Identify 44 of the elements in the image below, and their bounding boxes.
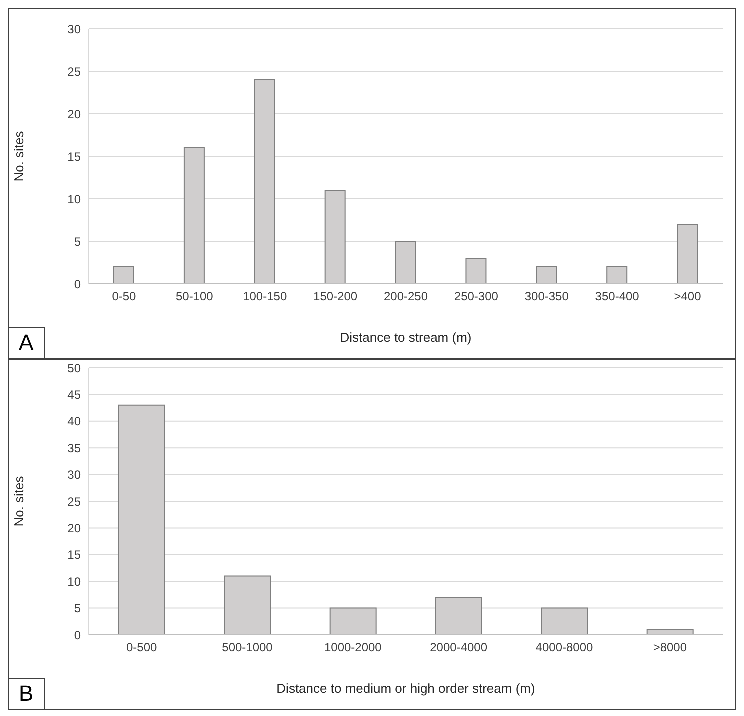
x-axis-title: Distance to medium or high order stream (m) bbox=[276, 681, 536, 696]
y-tick-label: 30 bbox=[68, 22, 82, 36]
x-tick-label: 100-150 bbox=[243, 290, 288, 304]
y-tick-label: 25 bbox=[68, 494, 82, 509]
y-tick-label: 50 bbox=[68, 361, 82, 376]
x-tick-label: 0-500 bbox=[126, 640, 158, 655]
bar bbox=[606, 266, 628, 284]
text: B bbox=[8, 678, 45, 710]
x-tick-label: 4000-8000 bbox=[536, 640, 594, 655]
bar bbox=[466, 258, 487, 284]
bar bbox=[114, 266, 134, 284]
y-tick-label: 0 bbox=[74, 628, 82, 642]
y-tick-label: 10 bbox=[68, 192, 82, 206]
x-tick-label: 2000-4000 bbox=[430, 640, 488, 655]
y-tick-label: 10 bbox=[68, 574, 82, 589]
y-tick-label: 5 bbox=[74, 234, 82, 249]
y-tick-label: 20 bbox=[68, 521, 82, 536]
x-tick-label: 250-300 bbox=[454, 290, 499, 304]
y-tick-label: 40 bbox=[68, 414, 82, 429]
bar bbox=[646, 629, 694, 635]
y-tick-label: 35 bbox=[68, 441, 82, 456]
y-axis-title: No. sites bbox=[12, 476, 27, 527]
y-tick-label: 15 bbox=[68, 548, 82, 562]
x-tick-label: >8000 bbox=[653, 640, 688, 655]
y-tick-label: 45 bbox=[68, 388, 82, 402]
x-tick-label: 50-100 bbox=[176, 290, 214, 304]
x-tick-label: 300-350 bbox=[524, 290, 570, 304]
y-axis-title: No. sites bbox=[12, 130, 27, 182]
x-tick-label: 0-50 bbox=[112, 290, 137, 304]
y-tick-label: 30 bbox=[68, 468, 82, 482]
y-tick-label: 0 bbox=[74, 277, 82, 292]
x-axis-title: Distance to stream (m) bbox=[340, 330, 472, 345]
y-tick-label: 20 bbox=[68, 107, 82, 122]
x-tick-label: 200-250 bbox=[384, 290, 428, 304]
x-tick-label: 150-200 bbox=[314, 290, 358, 304]
x-tick-label: 500-1000 bbox=[222, 640, 274, 655]
x-tick-label: 1000-2000 bbox=[324, 640, 382, 655]
bar bbox=[536, 266, 558, 284]
y-tick-label: 5 bbox=[74, 602, 82, 616]
y-tick-label: 15 bbox=[68, 150, 82, 164]
x-tick-label: 350-400 bbox=[595, 290, 640, 304]
y-tick-label: 25 bbox=[68, 64, 82, 79]
x-tick-label: >400 bbox=[674, 290, 702, 304]
text: A bbox=[8, 327, 45, 359]
